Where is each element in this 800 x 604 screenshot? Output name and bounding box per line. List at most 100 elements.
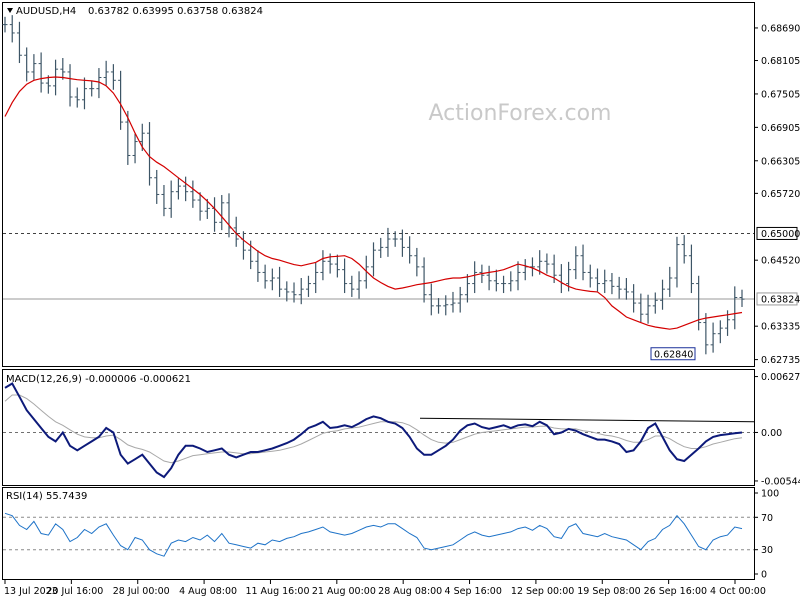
watermark-text: ActionForex.com <box>429 101 612 126</box>
macd-trend-line <box>419 417 755 423</box>
low-marker-label: 0.62840 <box>654 350 693 361</box>
time-tick-label: 12 Sep 00:00 <box>511 586 574 597</box>
macd-signal-line <box>4 394 743 464</box>
price-bar <box>739 289 745 307</box>
price-bar <box>255 250 261 282</box>
price-bar <box>631 284 637 313</box>
price-bar <box>118 70 124 130</box>
time-tick-label: 4 Sep 16:00 <box>445 586 502 597</box>
price-bar <box>16 21 22 64</box>
rsi-tick-label: 70 <box>761 513 773 524</box>
price-bar <box>45 75 51 94</box>
price-bar <box>501 275 507 294</box>
price-bar <box>537 250 543 275</box>
price-bar <box>67 64 73 107</box>
time-tick-label: 11 Aug 16:00 <box>245 586 309 597</box>
rsi-tick-label: 0 <box>761 570 767 581</box>
time-tick-label: 21 Aug 00:00 <box>312 586 376 597</box>
price-bar <box>305 275 311 297</box>
price-tick-label: 0.68690 <box>761 23 800 34</box>
price-bar <box>414 247 420 277</box>
price-pane <box>2 2 755 367</box>
price-bar <box>493 269 499 292</box>
price-bar <box>703 313 709 355</box>
price-bar <box>681 235 687 264</box>
rsi-tick-label: 100 <box>761 489 779 500</box>
price-bar <box>291 282 297 303</box>
price-bar <box>147 122 153 186</box>
price-bar <box>696 275 702 331</box>
price-layer: 0.62840 <box>2 15 754 361</box>
ohlc-values: 0.63782 0.63995 0.63758 0.63824 <box>88 6 263 17</box>
price-bar <box>443 295 449 316</box>
price-bar <box>472 261 478 294</box>
price-bar <box>638 293 644 323</box>
time-tick-label: 4 Aug 08:00 <box>179 586 237 597</box>
price-bar <box>284 281 290 302</box>
price-bar <box>486 265 492 291</box>
price-bar <box>132 133 138 164</box>
rsi-pane <box>2 487 755 580</box>
price-bar <box>190 180 196 208</box>
price-bar <box>81 77 87 110</box>
price-bar <box>96 68 102 99</box>
price-bar <box>24 47 30 82</box>
price-bar <box>60 58 66 80</box>
rsi-tick-label: 30 <box>761 545 773 556</box>
moving-average-line <box>4 76 743 330</box>
price-bar <box>342 258 348 294</box>
price-bar <box>161 185 167 217</box>
rsi-title: RSI(14) 55.7439 <box>6 491 87 502</box>
price-bar <box>580 244 586 281</box>
price-bar <box>31 54 37 80</box>
price-bar <box>428 283 434 316</box>
price-bar <box>436 298 442 314</box>
price-bar <box>168 180 174 218</box>
price-bar <box>89 80 95 97</box>
price-bar <box>2 16 8 33</box>
price-tag-box <box>756 226 798 240</box>
price-bar <box>623 278 629 300</box>
price-bar <box>110 64 116 90</box>
price-bar <box>183 176 189 202</box>
price-bar <box>233 216 239 247</box>
dropdown-triangle-icon[interactable] <box>7 8 13 13</box>
price-bar <box>609 272 615 295</box>
price-bar <box>421 257 427 303</box>
price-bar <box>349 275 355 297</box>
price-bar <box>717 320 723 344</box>
price-tick-label: 0.66905 <box>761 123 800 134</box>
price-bar <box>74 87 80 108</box>
price-bar <box>154 169 160 204</box>
price-tick-label: 0.68105 <box>761 56 800 67</box>
price-tick-label: 0.65000 <box>761 229 800 240</box>
price-bar <box>667 266 673 297</box>
price-bar <box>652 292 658 314</box>
price-bar <box>298 278 304 305</box>
price-bar <box>385 227 391 257</box>
time-tick-label: 19 Sep 08:00 <box>577 586 640 597</box>
price-bar <box>674 236 680 288</box>
price-tick-label: 0.66305 <box>761 156 800 167</box>
time-tick-label: 13 Jul 2023 <box>4 586 58 597</box>
axis-layer: 0.68690 0.68105 0.67505 0.66905 0.66305 0.657… <box>4 23 800 597</box>
price-tick-label: 0.67505 <box>761 89 800 100</box>
price-bar <box>125 110 131 165</box>
macd-pane <box>2 369 755 486</box>
price-tick-label: 0.65720 <box>761 189 800 200</box>
macd-tick-label: 0.006275 <box>761 372 800 383</box>
symbol-label: AUDUSD,H4 <box>16 6 76 17</box>
price-bar <box>660 279 666 310</box>
macd-line <box>4 382 743 479</box>
price-bar <box>450 291 456 313</box>
time-tick-label: 28 Jul 00:00 <box>113 586 170 597</box>
price-tick-label: 0.63335 <box>761 322 800 333</box>
price-bar <box>710 322 716 353</box>
price-bar <box>277 266 283 297</box>
price-bar <box>587 264 593 288</box>
price-bar <box>399 229 405 257</box>
macd-tick-label: 0.00 <box>761 428 782 439</box>
price-tick-label: 0.62735 <box>761 355 800 366</box>
